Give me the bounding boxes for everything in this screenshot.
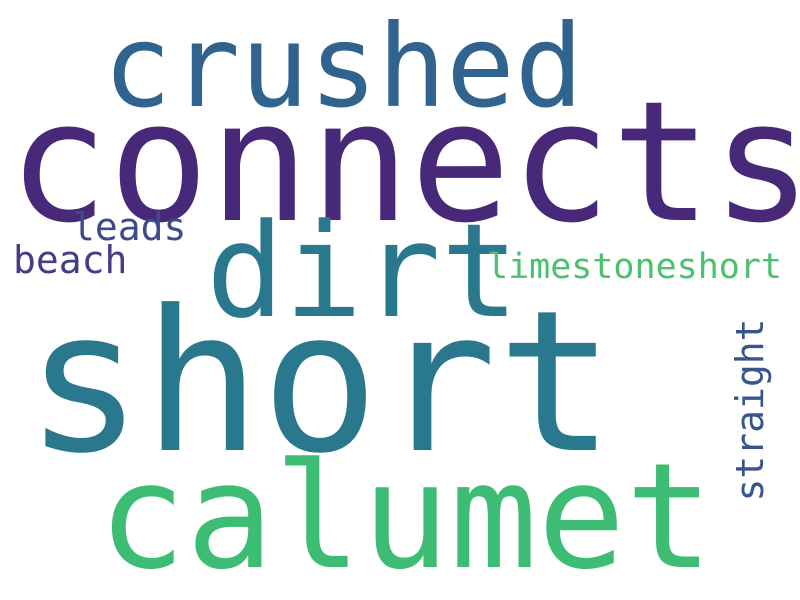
word-connects: connects: [8, 66, 800, 260]
word-limestoneshort: limestoneshort: [487, 247, 783, 287]
word-leads: leads: [72, 205, 187, 249]
word-calumet: calumet: [98, 432, 714, 600]
word-dirt: dirt: [206, 195, 520, 347]
word-straight: straight: [728, 318, 772, 502]
word-beach: beach: [13, 238, 128, 282]
word-crushed: crushed: [103, 0, 584, 133]
word-short: short: [25, 269, 616, 497]
